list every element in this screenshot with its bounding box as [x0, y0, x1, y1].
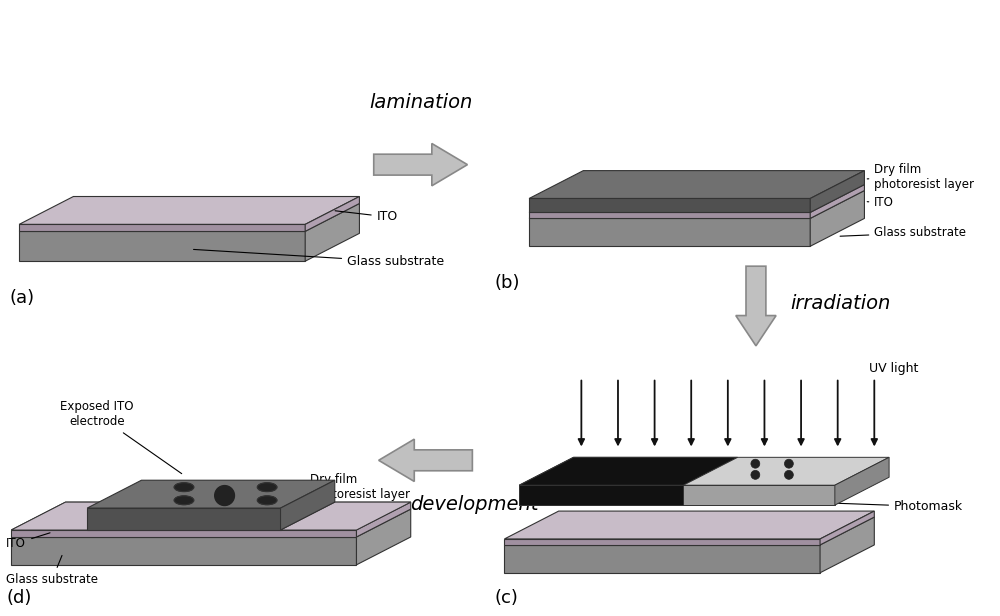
Circle shape — [751, 471, 760, 479]
Polygon shape — [519, 485, 683, 505]
Polygon shape — [529, 171, 864, 198]
Polygon shape — [281, 502, 411, 530]
Polygon shape — [810, 171, 864, 213]
Text: (d): (d) — [6, 589, 32, 607]
Polygon shape — [87, 508, 281, 530]
Circle shape — [751, 459, 760, 468]
Polygon shape — [19, 224, 305, 232]
Text: Photomask: Photomask — [726, 499, 963, 513]
Text: (a): (a) — [9, 289, 34, 307]
Text: Dry film
photoresist layer: Dry film photoresist layer — [867, 163, 974, 190]
Polygon shape — [379, 439, 472, 482]
Text: Glass substrate: Glass substrate — [6, 556, 98, 586]
Text: ITO: ITO — [335, 211, 398, 224]
Text: Glass substrate: Glass substrate — [840, 226, 966, 240]
Ellipse shape — [174, 483, 194, 492]
Polygon shape — [11, 502, 411, 530]
Text: ITO: ITO — [6, 533, 50, 550]
Text: Dry film
photoresist layer: Dry film photoresist layer — [206, 473, 410, 519]
Polygon shape — [504, 539, 820, 545]
Text: UV light: UV light — [869, 362, 919, 375]
Polygon shape — [356, 502, 411, 537]
Polygon shape — [519, 457, 889, 485]
Polygon shape — [529, 213, 810, 219]
Polygon shape — [736, 266, 776, 346]
Polygon shape — [305, 197, 359, 232]
Polygon shape — [11, 509, 411, 537]
Ellipse shape — [174, 496, 194, 505]
Text: ITO: ITO — [867, 197, 894, 209]
Polygon shape — [305, 203, 359, 261]
Polygon shape — [529, 190, 864, 219]
Text: lamination: lamination — [369, 93, 472, 112]
Polygon shape — [519, 485, 835, 505]
Polygon shape — [281, 480, 335, 530]
Polygon shape — [87, 480, 335, 508]
Polygon shape — [504, 511, 874, 539]
Polygon shape — [820, 511, 874, 545]
Text: (c): (c) — [495, 589, 518, 607]
Text: development: development — [411, 495, 539, 514]
Circle shape — [784, 459, 793, 468]
Polygon shape — [820, 517, 874, 573]
Polygon shape — [356, 509, 411, 565]
Polygon shape — [11, 530, 356, 537]
Ellipse shape — [257, 483, 277, 492]
Ellipse shape — [257, 496, 277, 505]
Polygon shape — [810, 185, 864, 219]
Polygon shape — [529, 185, 864, 213]
Text: Exposed ITO
electrode: Exposed ITO electrode — [60, 400, 182, 474]
Text: Glass substrate: Glass substrate — [194, 249, 444, 268]
Circle shape — [784, 471, 793, 479]
Polygon shape — [19, 232, 305, 261]
Circle shape — [215, 485, 234, 506]
Polygon shape — [374, 144, 467, 186]
Polygon shape — [835, 457, 889, 505]
Polygon shape — [19, 203, 359, 232]
Polygon shape — [519, 457, 738, 485]
Polygon shape — [529, 198, 810, 213]
Polygon shape — [810, 190, 864, 246]
Polygon shape — [529, 219, 810, 246]
Polygon shape — [11, 502, 141, 530]
Text: irradiation: irradiation — [790, 293, 891, 312]
Polygon shape — [11, 537, 356, 565]
Polygon shape — [504, 545, 820, 573]
Text: (b): (b) — [495, 274, 520, 292]
Polygon shape — [19, 197, 359, 224]
Polygon shape — [504, 517, 874, 545]
